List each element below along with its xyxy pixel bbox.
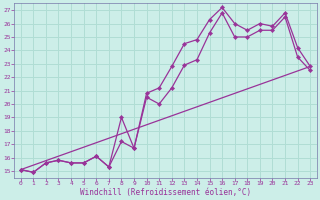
X-axis label: Windchill (Refroidissement éolien,°C): Windchill (Refroidissement éolien,°C): [80, 188, 251, 197]
